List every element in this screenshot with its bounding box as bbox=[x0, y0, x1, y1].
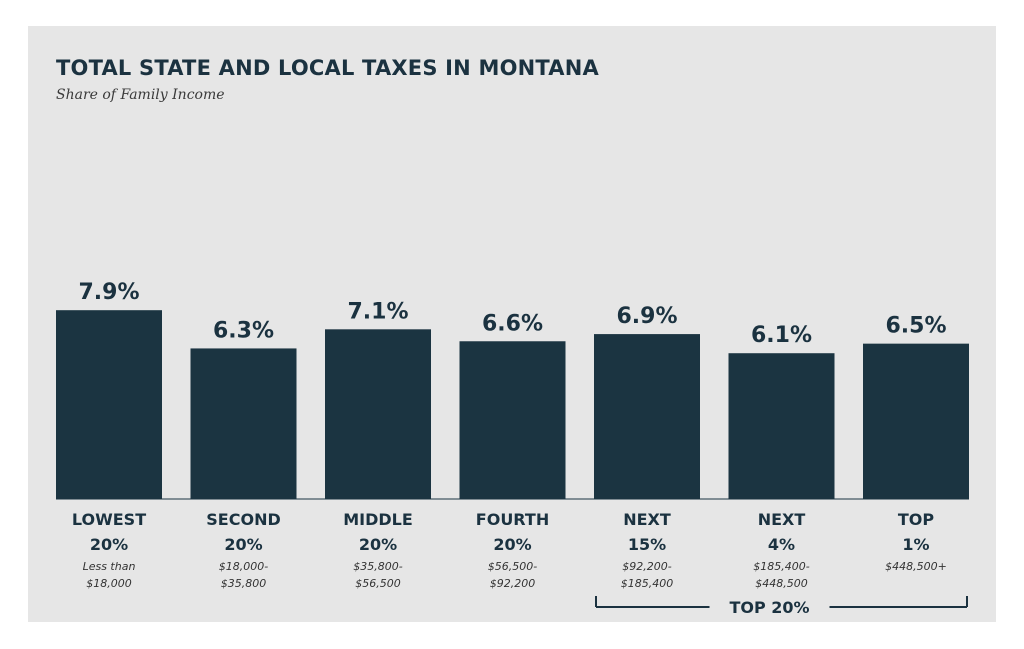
category-label: 20% bbox=[359, 535, 397, 554]
chart-panel: TOTAL STATE AND LOCAL TAXES IN MONTANA S… bbox=[28, 26, 996, 622]
bar bbox=[190, 348, 297, 499]
income-range-label: $185,400- bbox=[753, 560, 809, 573]
category-label: NEXT bbox=[758, 510, 806, 529]
income-range-label: Less than bbox=[83, 560, 136, 573]
category-label: 4% bbox=[768, 535, 795, 554]
bar bbox=[56, 310, 162, 499]
category-label: 20% bbox=[493, 535, 531, 554]
income-range-label: $18,000 bbox=[86, 577, 132, 590]
value-label: 6.1% bbox=[751, 323, 812, 348]
value-label: 6.9% bbox=[616, 304, 677, 329]
bar bbox=[325, 329, 431, 499]
category-label: MIDDLE bbox=[343, 510, 413, 529]
bar bbox=[863, 343, 969, 499]
value-label: 7.1% bbox=[347, 299, 408, 324]
income-range-label: $35,800- bbox=[353, 560, 402, 573]
bar bbox=[728, 353, 835, 499]
bar bbox=[594, 334, 700, 499]
category-label: TOP bbox=[898, 510, 935, 529]
income-range-label: $448,500+ bbox=[885, 560, 947, 573]
category-label: 20% bbox=[224, 535, 262, 554]
income-range-label: $18,000- bbox=[219, 560, 268, 573]
value-label: 7.9% bbox=[78, 280, 139, 305]
chart-subtitle: Share of Family Income bbox=[56, 87, 225, 103]
value-label: 6.6% bbox=[482, 311, 543, 336]
group-bracket-label: TOP 20% bbox=[729, 598, 809, 617]
chart-title: TOTAL STATE AND LOCAL TAXES IN MONTANA bbox=[56, 56, 599, 80]
category-label: NEXT bbox=[623, 510, 671, 529]
category-label: FOURTH bbox=[476, 510, 549, 529]
category-label: 15% bbox=[628, 535, 666, 554]
category-label: LOWEST bbox=[72, 510, 146, 529]
bar-chart: 7.9% LOWEST 20% Less than $18,000 6.3% SECOND 2… bbox=[56, 280, 969, 617]
income-range-label: $56,500 bbox=[355, 577, 401, 590]
income-range-label: $56,500- bbox=[488, 560, 537, 573]
category-label: SECOND bbox=[206, 510, 280, 529]
income-range-label: $35,800 bbox=[221, 577, 267, 590]
value-label: 6.3% bbox=[213, 318, 274, 343]
bar bbox=[459, 341, 566, 499]
income-range-label: $92,200 bbox=[490, 577, 536, 590]
category-label: 20% bbox=[90, 535, 128, 554]
income-range-label: $185,400 bbox=[621, 577, 674, 590]
income-range-label: $92,200- bbox=[622, 560, 671, 573]
category-label: 1% bbox=[902, 535, 929, 554]
income-range-label: $448,500 bbox=[755, 577, 808, 590]
value-label: 6.5% bbox=[885, 314, 946, 339]
